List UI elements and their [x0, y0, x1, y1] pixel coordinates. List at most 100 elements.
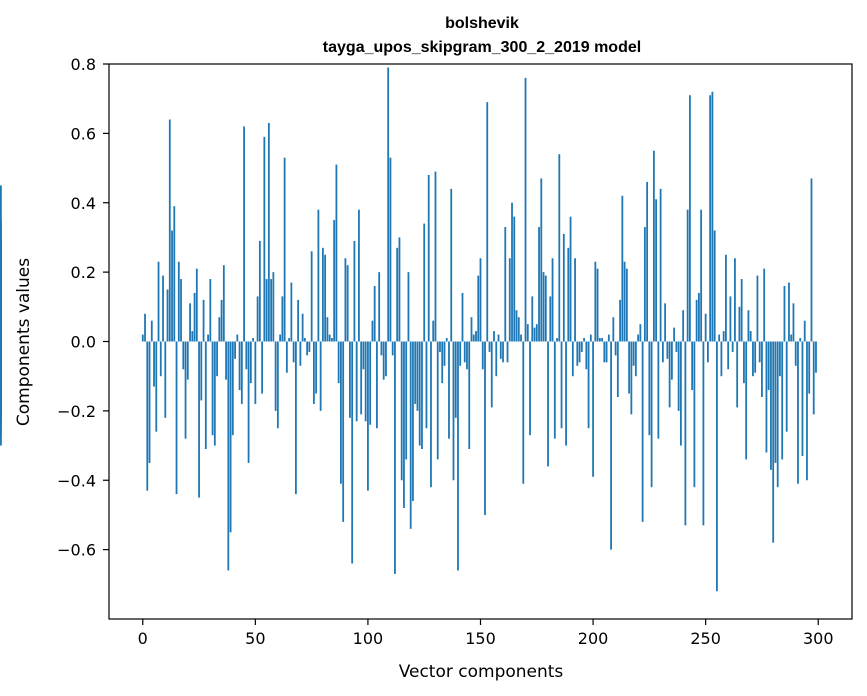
- bar-component-10: [164, 341, 167, 418]
- bar-component-121: [414, 341, 417, 404]
- bar-component-231: [661, 341, 664, 363]
- bar-component-234: [668, 341, 671, 408]
- bar-component-4: [150, 320, 153, 342]
- bar-component-299: [815, 341, 817, 373]
- bar-component-146: [470, 317, 473, 342]
- bar-component-38: [227, 341, 230, 571]
- bar-component-111: [391, 341, 394, 356]
- bar-component-12: [168, 119, 171, 342]
- bar-component-124: [421, 341, 423, 450]
- bar-component-201: [594, 261, 597, 342]
- bar-component-127: [427, 175, 430, 342]
- bar-component-281: [774, 341, 777, 463]
- bar-component-1: [144, 313, 146, 342]
- bar-component-88: [340, 341, 342, 484]
- bar-component-81: [324, 254, 327, 342]
- bar-component-71: [301, 313, 304, 342]
- bar-component-176: [538, 227, 540, 342]
- y-tick-label-2: −0.2: [57, 402, 96, 421]
- bar-component-184: [556, 338, 558, 342]
- bar-component-19: [184, 341, 187, 439]
- bar-component-97: [360, 341, 363, 415]
- bar-component-69: [297, 299, 300, 342]
- y-tick-label-5: 0.4: [71, 194, 96, 213]
- bar-component-197: [585, 341, 588, 370]
- bar-component-297: [810, 178, 813, 342]
- bar-component-113: [396, 247, 399, 342]
- bar-component-40: [231, 341, 234, 436]
- bar-component-85: [333, 220, 336, 342]
- bar-component-74: [308, 341, 311, 352]
- bar-component-191: [571, 341, 574, 377]
- bar-component-21: [189, 303, 191, 342]
- bar-component-193: [576, 341, 579, 366]
- bar-component-258: [722, 331, 725, 342]
- bar-component-170: [524, 77, 527, 342]
- bar-component-147: [472, 334, 475, 342]
- bar-component-50: [254, 341, 257, 404]
- bar-component-265: [738, 306, 741, 342]
- y-tick-label-3: 0.0: [71, 333, 96, 352]
- bar-component-145: [468, 341, 471, 450]
- bar-component-246: [695, 299, 698, 342]
- bar-component-188: [565, 341, 567, 446]
- y-axis-ticks: −0.6 −0.4 −0.2 0.0 0.2 0.4 0.6 0.8: [57, 55, 109, 560]
- bar-component-179: [544, 275, 547, 342]
- bar-component-119: [409, 341, 412, 529]
- bar-component-35: [220, 299, 223, 342]
- bar-component-217: [630, 341, 633, 415]
- bar-component-73: [306, 341, 309, 356]
- bar-component-134: [443, 341, 446, 366]
- bar-component-98: [362, 341, 365, 370]
- bar-component-45: [243, 126, 245, 342]
- bar-component-204: [601, 338, 603, 342]
- bar-component-107: [382, 341, 385, 380]
- bar-component-112: [394, 341, 396, 574]
- chart-title-line-2: tayga_upos_skipgram_300_2_2019 model: [323, 39, 641, 56]
- bar-component-225: [648, 341, 651, 436]
- bar-component-148: [475, 331, 477, 342]
- bar-component-106: [380, 341, 383, 356]
- plot-area-frame: [108, 63, 853, 620]
- bar-component-undefined: [0, 341, 2, 418]
- bar-component-57: [270, 279, 273, 342]
- bar-component-216: [628, 341, 630, 394]
- bar-component-90: [344, 258, 347, 342]
- bar-component-128: [430, 341, 432, 488]
- bar-component-291: [797, 341, 799, 484]
- bar-component-269: [747, 310, 750, 342]
- bar-component-33: [216, 341, 218, 377]
- bar-component-16: [177, 261, 180, 342]
- bar-component-56: [267, 122, 270, 342]
- bar-component-160: [502, 341, 504, 363]
- bar-component-27: [202, 299, 205, 342]
- chart-title-line-1: bolshevik: [445, 15, 519, 32]
- bar-component-245: [693, 341, 696, 488]
- bar-component-34: [218, 317, 221, 342]
- y-tick-label-6: 0.6: [71, 124, 96, 143]
- bar-component-152: [484, 341, 486, 515]
- bar-component-276: [763, 268, 766, 342]
- x-tick-label-100: 100: [353, 629, 384, 648]
- bar-component-271: [752, 341, 754, 377]
- bar-component-259: [725, 254, 727, 342]
- bar-component-143: [463, 341, 466, 363]
- bar-component-181: [549, 296, 552, 342]
- bar-component-89: [342, 341, 345, 522]
- bar-component-278: [767, 341, 770, 391]
- bar-component-14: [173, 206, 176, 342]
- bar-component-224: [646, 181, 649, 342]
- bar-component-114: [398, 237, 401, 342]
- bar-component-91: [346, 265, 349, 342]
- bar-component-102: [371, 320, 374, 342]
- bar-component-279: [770, 341, 772, 470]
- bar-component-63: [283, 157, 286, 342]
- bar-component-144: [466, 341, 468, 370]
- bar-component-151: [481, 341, 484, 370]
- y-axis-label: Components values: [14, 258, 34, 426]
- bar-component-116: [403, 341, 405, 508]
- bar-component-47: [247, 341, 250, 463]
- bar-component-70: [299, 341, 302, 366]
- bar-component-262: [731, 341, 734, 352]
- bar-component-141: [459, 341, 462, 366]
